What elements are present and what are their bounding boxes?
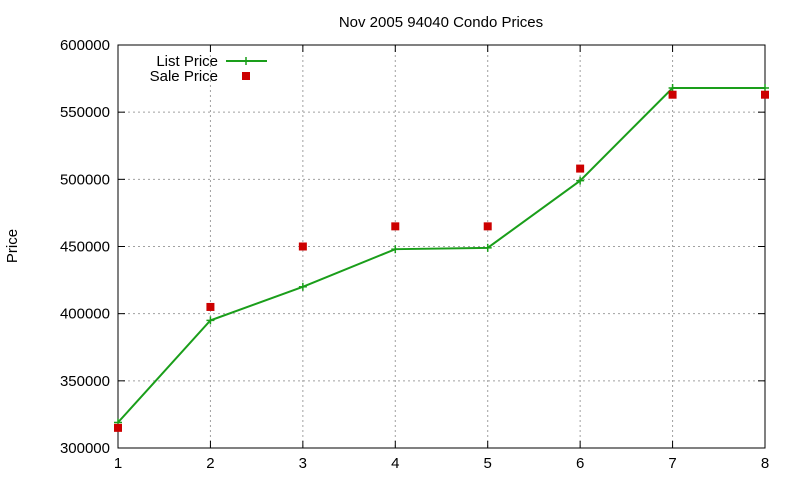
legend-marker-list-price [242,57,250,65]
y-axis-ticks: 300000 350000 400000 450000 500000 550000 6000… [60,37,765,457]
series-line-list-price [117,86,765,424]
x-tick-label: 1 [114,455,122,472]
plot-frame [117,44,766,449]
data-point-sale-price [761,90,769,99]
y-tick-label: 400000 [60,306,110,323]
data-point-list-price [298,282,307,291]
series-layer [114,83,769,432]
grid-lines [118,45,765,448]
y-axis-label: Price [4,229,21,263]
chart-title: Nov 2005 94040 Condo Prices [339,14,543,31]
x-tick-label: 2 [206,455,214,472]
y-tick-label: 350000 [60,373,110,390]
y-tick-label: 300000 [60,440,110,457]
legend-label-sale-price: Sale Price [150,68,218,85]
x-tick-label: 4 [391,455,399,472]
series-list-price [114,83,769,427]
data-point-sale-price [391,222,400,231]
legend-marker-sale-price [242,72,250,80]
data-point-list-price [668,83,677,92]
data-point-list-price [391,245,400,254]
x-tick-label: 6 [576,455,584,472]
y-tick-label: 450000 [60,239,110,256]
data-point-list-price [483,243,492,252]
x-tick-label: 7 [668,455,676,472]
data-point-list-price [206,316,215,325]
x-tick-label: 8 [761,455,769,472]
x-tick-label: 3 [299,455,307,472]
data-point-sale-price [114,423,122,432]
legend-label-list-price: List Price [156,53,218,70]
data-point-sale-price [298,242,307,251]
data-point-sale-price [483,222,492,231]
series-sale-price [114,90,769,432]
data-point-sale-price [206,302,215,311]
y-tick-label: 600000 [60,37,110,54]
data-point-list-price [761,83,769,92]
data-point-sale-price [668,90,677,99]
x-tick-label: 5 [484,455,492,472]
data-point-sale-price [576,164,585,173]
y-tick-label: 500000 [60,171,110,188]
y-tick-label: 550000 [60,104,110,121]
data-point-list-price [576,176,585,185]
x-axis-ticks: 1 2 3 4 5 6 7 8 [114,45,769,472]
